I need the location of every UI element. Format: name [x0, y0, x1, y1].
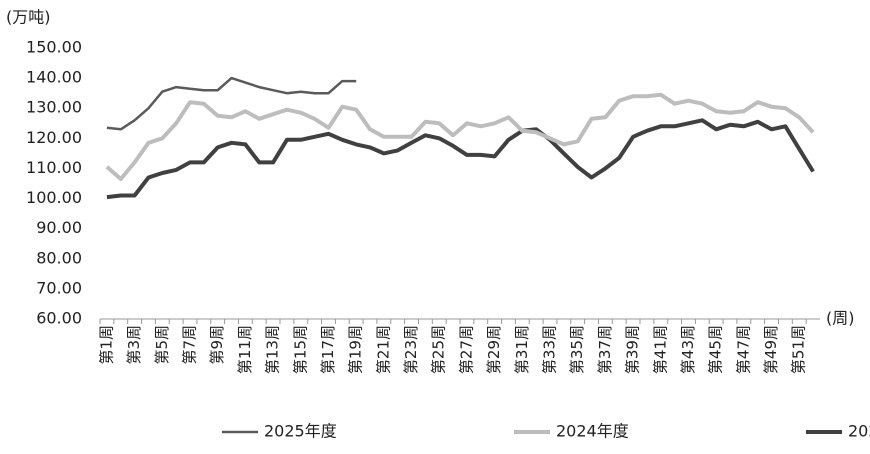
y-axis-label: (万吨): [6, 8, 51, 27]
y-tick-label: 60.00: [36, 309, 82, 328]
x-tick-label: 第41周: [651, 325, 669, 374]
series-line: [106, 76, 357, 131]
x-tick-label: 第37周: [596, 325, 614, 374]
x-tick-label: 第11周: [236, 325, 254, 374]
y-tick-label: 80.00: [36, 248, 82, 267]
x-tick-label: 第19周: [347, 325, 365, 374]
x-tick-label: 第43周: [679, 325, 697, 374]
y-tick-label: 150.00: [26, 38, 82, 57]
x-tick-label: 第25周: [430, 325, 448, 374]
series-line: [106, 118, 815, 200]
x-tick-label: 第3周: [125, 325, 143, 365]
x-axis-label: (周): [826, 309, 855, 328]
x-tick-label: 第29周: [485, 325, 503, 374]
x-tick-label: 第33周: [541, 325, 559, 374]
x-tick-label: 第1周: [97, 325, 115, 365]
x-tick-label: 第17周: [319, 325, 337, 374]
x-tick-label: 第23周: [402, 325, 420, 374]
x-tick-label: 第49周: [762, 325, 780, 374]
series-line: [105, 92, 815, 181]
x-tick-label: 第39周: [624, 325, 642, 374]
y-tick-label: 140.00: [26, 68, 82, 87]
y-tick-label: 120.00: [26, 128, 82, 147]
y-tick-label: 110.00: [26, 158, 82, 177]
y-tick-label: 70.00: [36, 278, 82, 297]
x-tick-label: 第51周: [790, 325, 808, 374]
y-tick-label: 90.00: [36, 218, 82, 237]
x-tick-label: 第15周: [291, 325, 309, 374]
x-tick-label: 第9周: [208, 325, 226, 365]
x-tick-label: 第13周: [264, 325, 282, 374]
x-tick-label: 第7周: [181, 325, 199, 365]
y-tick-label: 100.00: [26, 188, 82, 207]
x-tick-label: 第45周: [707, 325, 725, 374]
legend-label: 2023年度: [848, 422, 870, 441]
x-tick-label: 第31周: [513, 325, 531, 374]
legend-label: 2025年度: [264, 422, 337, 441]
legend-label: 2024年度: [556, 422, 629, 441]
x-tick-label: 第5周: [153, 325, 171, 365]
x-tick-label: 第47周: [734, 325, 752, 374]
x-tick-label: 第35周: [568, 325, 586, 374]
x-tick-label: 第21周: [374, 325, 392, 374]
x-tick-label: 第27周: [457, 325, 475, 374]
y-tick-label: 130.00: [26, 98, 82, 117]
